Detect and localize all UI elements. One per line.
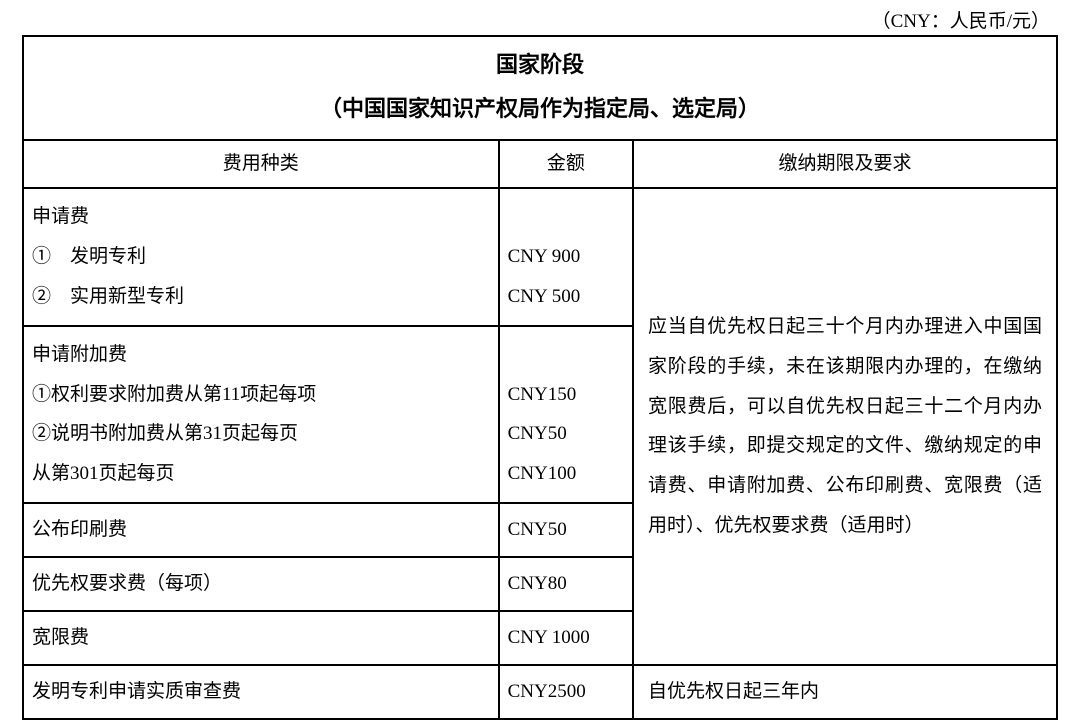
header-type: 费用种类 xyxy=(23,140,499,188)
application-fee-amount2: CNY 500 xyxy=(508,277,624,317)
additional-fee-amount-cell: CNY150 CNY50 CNY100 xyxy=(499,326,633,504)
publication-fee-label: 公布印刷费 xyxy=(23,503,499,557)
table-row: 申请费 ① 发明专利 ② 实用新型专利 CNY 900 CNY 500 应当自优… xyxy=(23,188,1057,326)
grace-fee-amount: CNY 1000 xyxy=(499,611,633,665)
header-row: 费用种类 金额 缴纳期限及要求 xyxy=(23,140,1057,188)
fee-table: 国家阶段 （中国国家知识产权局作为指定局、选定局） 费用种类 金额 缴纳期限及要… xyxy=(22,35,1058,720)
title-line-1: 国家阶段 xyxy=(24,43,1056,87)
application-fee-label: 申请费 xyxy=(32,197,490,237)
title-line-2: （中国国家知识产权局作为指定局、选定局） xyxy=(24,87,1056,131)
additional-fee-item1: ①权利要求附加费从第11项起每项 xyxy=(32,375,490,415)
exam-fee-amount: CNY2500 xyxy=(499,665,633,719)
priority-fee-label: 优先权要求费（每项） xyxy=(23,557,499,611)
application-fee-cell: 申请费 ① 发明专利 ② 实用新型专利 xyxy=(23,188,499,326)
additional-fee-item2: ②说明书附加费从第31页起每页 xyxy=(32,414,490,454)
additional-fee-label: 申请附加费 xyxy=(32,335,490,375)
application-fee-item1: ① 发明专利 xyxy=(32,237,490,277)
table-row: 发明专利申请实质审查费 CNY2500 自优先权日起三年内 xyxy=(23,665,1057,719)
application-fee-amount-cell: CNY 900 CNY 500 xyxy=(499,188,633,326)
additional-fee-cell: 申请附加费 ①权利要求附加费从第11项起每项 ②说明书附加费从第31页起每页 从… xyxy=(23,326,499,504)
additional-fee-item3: 从第301页起每页 xyxy=(32,454,490,494)
grace-fee-label: 宽限费 xyxy=(23,611,499,665)
table-title: 国家阶段 （中国国家知识产权局作为指定局、选定局） xyxy=(23,36,1057,140)
currency-note: （CNY：人民币/元） xyxy=(22,6,1058,33)
header-requirement: 缴纳期限及要求 xyxy=(633,140,1057,188)
additional-fee-amount2: CNY50 xyxy=(508,414,624,454)
application-fee-amount1: CNY 900 xyxy=(508,237,624,277)
header-amount: 金额 xyxy=(499,140,633,188)
priority-fee-amount: CNY80 xyxy=(499,557,633,611)
exam-fee-label: 发明专利申请实质审查费 xyxy=(23,665,499,719)
exam-fee-requirement: 自优先权日起三年内 xyxy=(633,665,1057,719)
additional-fee-amount1: CNY150 xyxy=(508,375,624,415)
application-fee-item2: ② 实用新型专利 xyxy=(32,277,490,317)
additional-fee-amount3: CNY100 xyxy=(508,454,624,494)
merged-requirement: 应当自优先权日起三十个月内办理进入中国国家阶段的手续，未在该期限内办理的，在缴纳… xyxy=(633,188,1057,665)
publication-fee-amount: CNY50 xyxy=(499,503,633,557)
